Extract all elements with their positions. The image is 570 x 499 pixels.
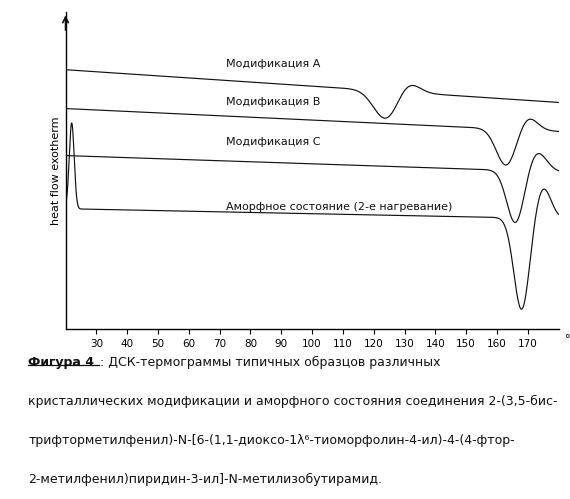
Text: Аморфное состояние (2-е нагревание): Аморфное состояние (2-е нагревание): [226, 202, 452, 212]
Text: Модификация С: Модификация С: [226, 137, 320, 147]
Text: трифторметилфенил)-N-[6-(1,1-диоксо-1λ⁶-тиоморфолин-4-ил)-4-(4-фтор-: трифторметилфенил)-N-[6-(1,1-диоксо-1λ⁶-…: [28, 434, 515, 447]
Text: Модификация В: Модификация В: [226, 97, 320, 107]
Text: кристаллических модификации и аморфного состояния соединения 2-(3,5-бис-: кристаллических модификации и аморфного …: [28, 395, 557, 408]
Text: : ДСК-термограммы типичных образцов различных: : ДСК-термограммы типичных образцов разл…: [100, 356, 441, 369]
Text: 2-метилфенил)пиридин-3-ил]-N-метилизобутирамид.: 2-метилфенил)пиридин-3-ил]-N-метилизобут…: [28, 473, 382, 486]
Text: Фигура 4: Фигура 4: [28, 356, 94, 369]
Text: °C: °C: [565, 334, 570, 344]
Y-axis label: heat flow exotherm: heat flow exotherm: [51, 117, 62, 225]
Text: Модификация А: Модификация А: [226, 59, 320, 69]
